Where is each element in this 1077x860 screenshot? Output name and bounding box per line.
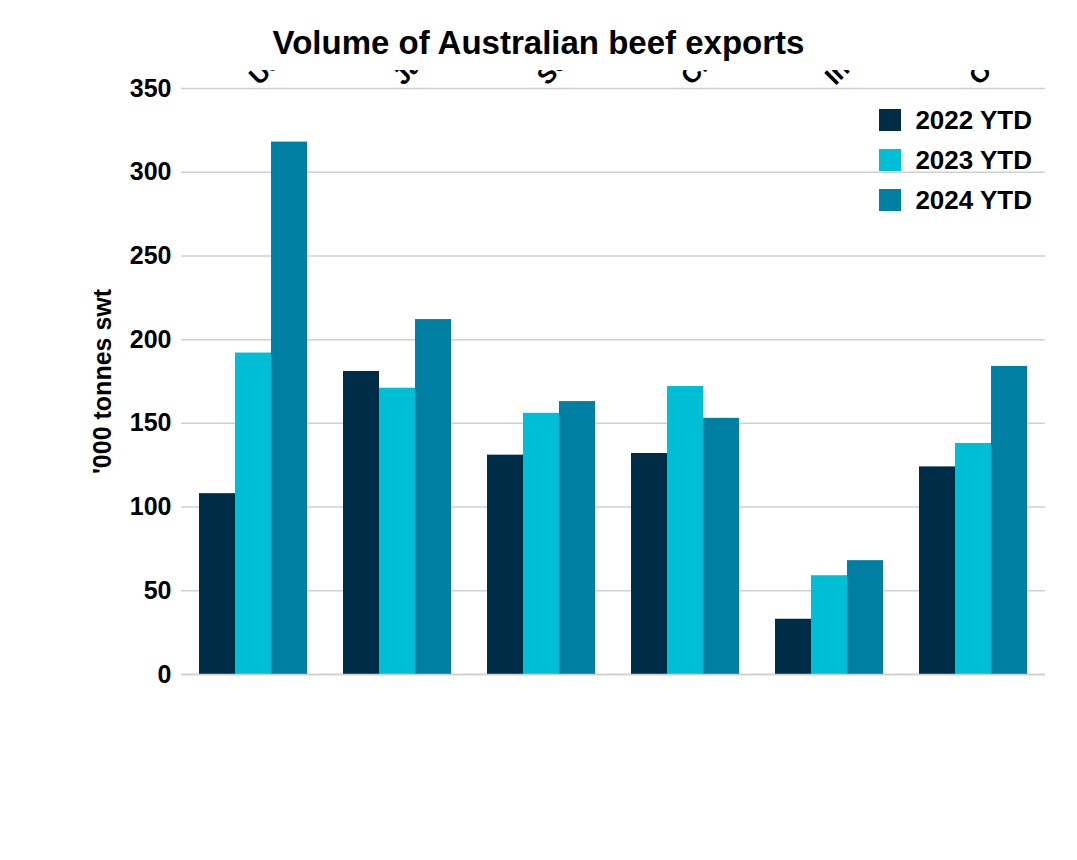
svg-text:USA: USA bbox=[243, 70, 300, 90]
html-text:Volume of Australian beef expo: Volume of Australian beef exports bbox=[272, 24, 805, 61]
svg-text:350: 350 bbox=[130, 74, 172, 102]
svg-text:0: 0 bbox=[158, 660, 172, 688]
html-text:2023 YTD: 2023 YTD bbox=[915, 144, 1032, 175]
svg-text:Others: Others bbox=[963, 70, 1040, 90]
svg-text:50: 50 bbox=[144, 576, 172, 604]
svg-text:250: 250 bbox=[130, 241, 172, 269]
svg-text:South Korea: South Korea bbox=[531, 70, 657, 90]
svg-text:Indonesia: Indonesia bbox=[819, 70, 922, 90]
svg-text:'000 tonnes swt: '000 tonnes swt bbox=[88, 288, 116, 474]
svg-text:300: 300 bbox=[130, 157, 172, 185]
html-text:2022 YTD: 2022 YTD bbox=[915, 104, 1032, 135]
svg-text:150: 150 bbox=[130, 408, 172, 436]
html-text:2024 YTD: 2024 YTD bbox=[915, 184, 1032, 215]
svg-text:100: 100 bbox=[130, 492, 172, 520]
svg-text:Japan: Japan bbox=[387, 70, 458, 90]
svg-text:200: 200 bbox=[130, 325, 172, 353]
svg-text:China: China bbox=[675, 70, 745, 90]
